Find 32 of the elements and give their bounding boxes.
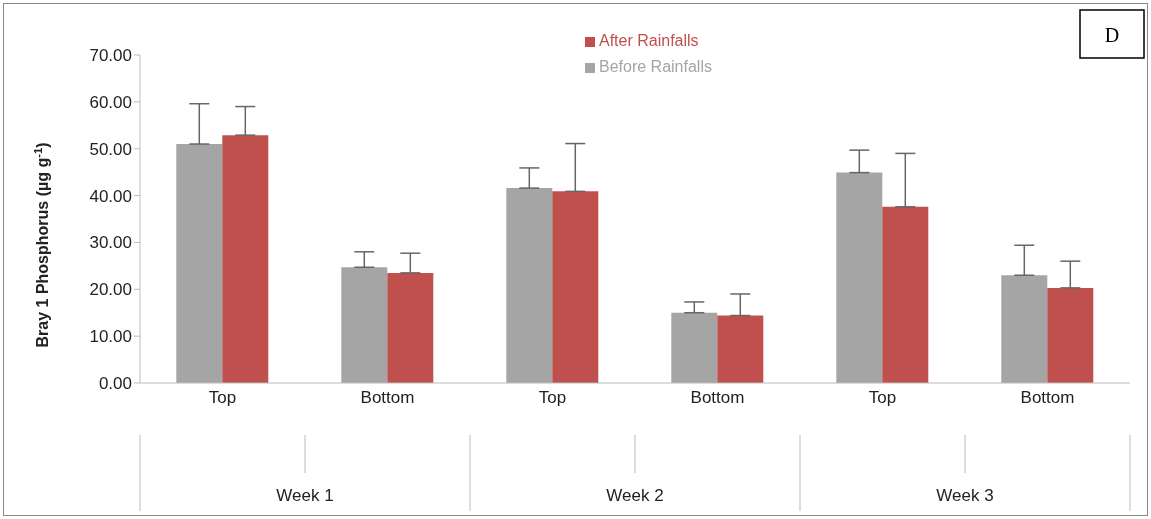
bar [387, 272, 434, 383]
legend-label: Before Rainfalls [599, 58, 712, 75]
y-tick-label: 70.00 [89, 46, 132, 66]
chart-title: D [1104, 24, 1120, 46]
bar [1001, 275, 1048, 383]
y-tick-label: 40.00 [89, 186, 132, 206]
bar [341, 267, 388, 383]
x-tick-label: Top [538, 388, 567, 408]
text: Week 3 [936, 486, 994, 505]
y-tick-label: 30.00 [89, 233, 132, 253]
bar [882, 206, 929, 383]
y-tick-label: 50.00 [89, 139, 132, 159]
text: Week 2 [606, 486, 664, 505]
x-tick-label: Top [208, 388, 237, 408]
bar [717, 315, 764, 383]
bar [552, 191, 599, 383]
y-tick-label: 0.00 [98, 374, 132, 394]
bar [222, 135, 269, 383]
text: Week 1 [276, 486, 334, 505]
x-tick-label: Top [868, 388, 897, 408]
y-tick-label: 10.00 [89, 327, 132, 347]
y-tick-label: 20.00 [89, 280, 132, 300]
bar [836, 172, 883, 383]
x-tick-label: Bottom [360, 388, 415, 408]
legend-label: After Rainfalls [599, 32, 699, 49]
bar [176, 144, 223, 383]
bar [1047, 287, 1094, 383]
x-tick-label: Bottom [690, 388, 745, 408]
bar [506, 188, 553, 383]
y-tick-label: 60.00 [89, 92, 132, 112]
x-tick-label: Bottom [1020, 388, 1075, 408]
bar [671, 312, 718, 383]
